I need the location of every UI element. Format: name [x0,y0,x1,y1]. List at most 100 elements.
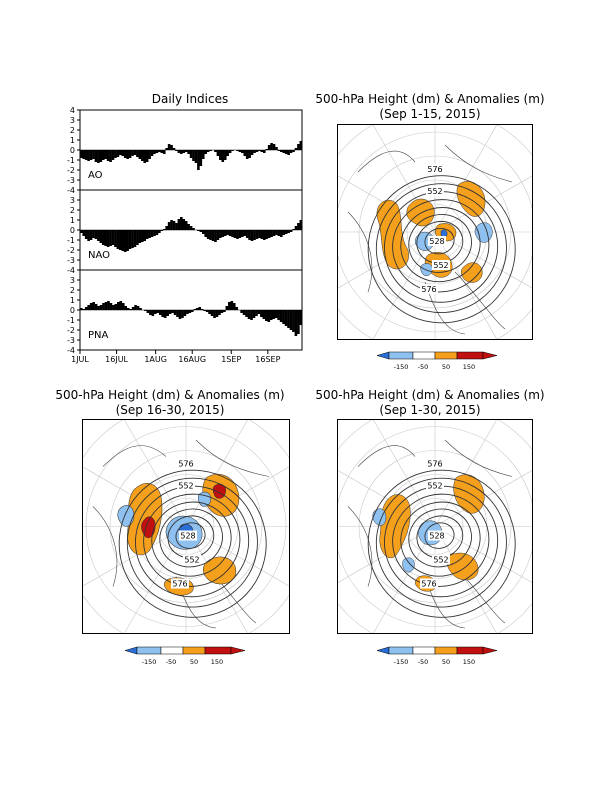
panel-frame [79,269,303,351]
bar-nao [170,220,173,230]
bar-pna [205,310,209,312]
coastline [357,445,416,467]
y-tick-label: -4 [67,346,75,355]
height-contour [392,199,490,293]
y-tick-label: 3 [70,116,75,125]
bar-pna [220,310,224,313]
meridian-line [434,175,532,233]
bar-nao [131,230,134,248]
y-tick-label: -2 [67,326,75,335]
contour-label: 552 [433,261,448,270]
meridian-line [338,526,436,583]
bar-nao [94,230,98,239]
colorbar-label: 150 [211,658,223,666]
bar-ao [282,150,286,153]
y-tick-label: -4 [67,186,75,195]
meridian-line [83,526,187,587]
bar-nao [148,230,151,238]
bar-pna [265,310,268,321]
bar-ao [243,150,247,156]
bar-pna [136,306,140,310]
bar-pna [158,310,162,315]
bar-ao [231,150,234,151]
bar-pna [257,310,261,314]
colorbar-segment [160,646,184,655]
bar-pna [245,310,248,317]
bar-nao [284,230,288,234]
bar-nao [223,230,227,236]
meridian-line [372,231,436,339]
y-tick-label: 1 [70,296,75,305]
height-contour [118,469,267,618]
bar-ao [184,150,188,152]
y-tick-label: -1 [67,316,75,325]
meridian-line [185,466,289,527]
y-tick-label: 0 [70,146,75,155]
bar-nao [153,230,156,236]
height-contour [400,501,481,577]
height-contour [375,183,507,313]
bar-pna [176,310,179,317]
bar-nao [116,230,120,249]
bar-pna [299,310,303,325]
bar-ao [192,150,195,161]
contour-label-bg [177,458,195,469]
bar-ao [114,150,117,158]
height-contour [126,477,258,608]
contour-label: 552 [178,482,193,491]
bar-nao [184,221,188,230]
bar-pna [121,303,125,310]
bar-nao [265,230,268,239]
bar-pna [255,310,258,316]
bar-nao [99,230,103,243]
colorbar-segment [388,351,414,360]
contour-label-bg [420,578,438,589]
y-tick-label: 1 [70,136,75,145]
y-tick-label: -3 [67,256,75,265]
y-tick-label: 1 [70,216,75,225]
coastline [347,211,373,293]
x-tick-label: 16SEP [255,355,280,364]
bar-pna [80,308,83,310]
colorbar-segment [412,351,436,360]
bar-nao [119,230,122,250]
bar-nao [294,226,298,230]
bar-pna [161,310,165,317]
bar-ao [267,145,271,150]
bar-ao [116,150,120,157]
meridian-line [338,231,436,289]
bar-pna [139,308,142,310]
bar-nao [187,224,190,230]
bar-pna [200,309,204,310]
bar-ao [99,150,103,162]
bar-nao [138,230,142,243]
height-contour [408,214,472,273]
bar-nao [245,230,249,238]
bar-nao [258,230,261,238]
bar-ao [80,150,83,158]
contour-label: 576 [421,285,436,294]
bar-pna [242,310,246,315]
height-contours [367,175,516,324]
anomaly-region [376,199,409,270]
bar-pna [267,310,271,322]
bar-ao [153,150,156,154]
bar-ao [206,150,210,152]
contour-label: 576 [421,580,436,589]
contour-label: 552 [427,482,442,491]
bar-ao [140,150,144,161]
bar-ao [89,150,93,160]
bar-ao [97,150,100,163]
bar-nao [97,230,100,241]
anomaly-region [474,222,493,243]
contour-label-bg [171,578,189,589]
bar-ao [167,144,171,150]
y-tick-label: 2 [70,126,75,135]
bar-ao [197,150,200,170]
coastline [195,439,270,477]
coastline [102,445,167,467]
meridian-line [434,231,532,289]
bar-ao [109,150,112,162]
bar-pna [223,310,226,312]
colorbar-segment [456,646,484,655]
